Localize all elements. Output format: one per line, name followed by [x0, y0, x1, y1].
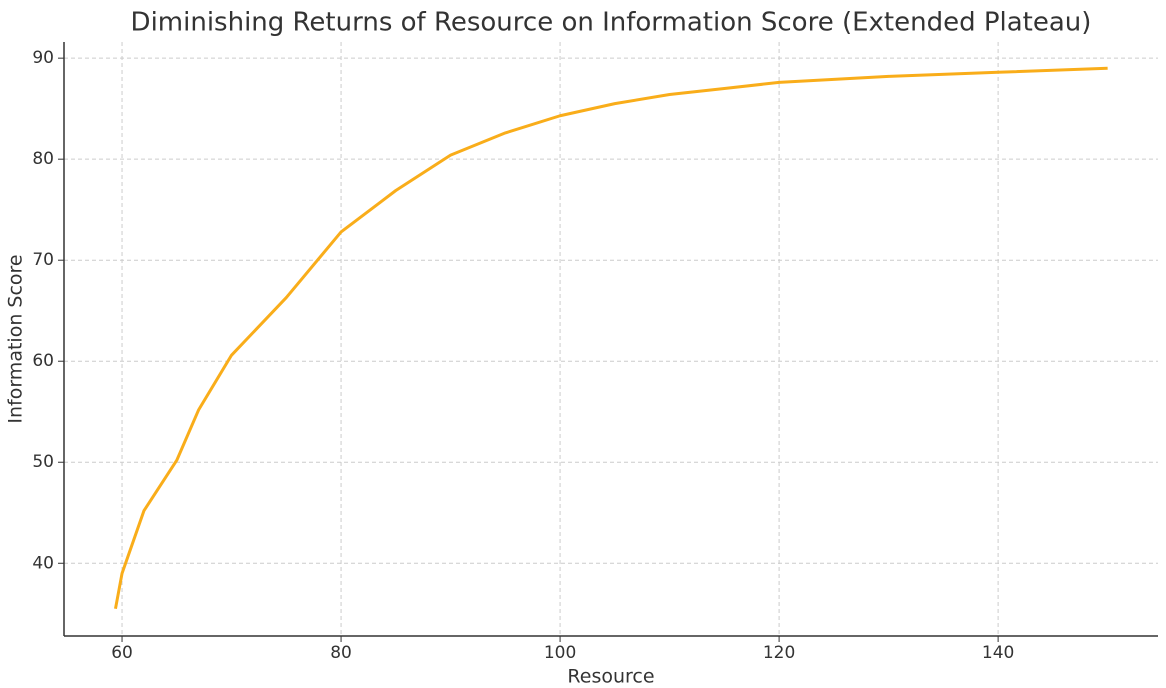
x-tick-label: 140: [982, 643, 1014, 663]
y-tick-label: 80: [32, 149, 54, 169]
x-tick-label: 120: [763, 643, 795, 663]
y-tick-label: 90: [32, 48, 54, 68]
y-axis-label: Information Score: [5, 254, 27, 423]
x-tick-label: 80: [330, 643, 352, 663]
x-axis-label: Resource: [567, 666, 654, 688]
chart-title: Diminishing Returns of Resource on Infor…: [131, 8, 1092, 38]
y-tick-label: 60: [32, 351, 54, 371]
x-tick-label: 60: [111, 643, 133, 663]
data-line: [113, 66, 1108, 609]
y-tick-label: 70: [32, 250, 54, 270]
y-tick-label: 40: [32, 553, 54, 573]
x-tick-label: 100: [544, 643, 576, 663]
y-tick-label: 50: [32, 452, 54, 472]
